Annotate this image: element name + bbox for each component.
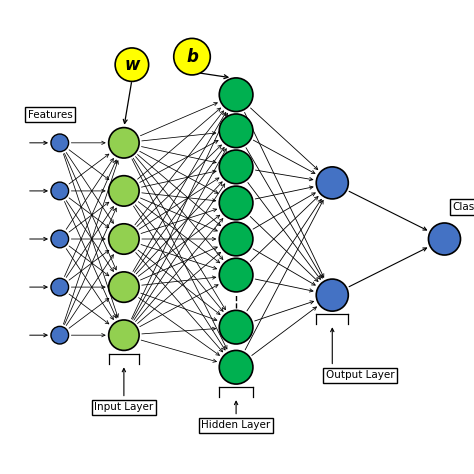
Text: Output Layer: Output Layer	[326, 370, 395, 380]
Text: Features: Features	[27, 110, 73, 120]
Circle shape	[109, 176, 139, 206]
Circle shape	[316, 279, 348, 311]
Circle shape	[51, 278, 69, 296]
Circle shape	[109, 224, 139, 254]
Text: Classifie: Classifie	[453, 202, 474, 212]
Circle shape	[51, 230, 69, 248]
Circle shape	[219, 258, 253, 292]
Circle shape	[109, 272, 139, 302]
Circle shape	[109, 128, 139, 158]
Circle shape	[109, 320, 139, 350]
Circle shape	[219, 310, 253, 344]
Circle shape	[51, 327, 69, 344]
Circle shape	[174, 38, 210, 75]
Circle shape	[51, 134, 69, 152]
Circle shape	[115, 48, 149, 82]
Circle shape	[219, 350, 253, 384]
Circle shape	[219, 222, 253, 256]
Text: w: w	[124, 55, 139, 73]
Circle shape	[219, 114, 253, 147]
Circle shape	[219, 186, 253, 220]
Circle shape	[428, 223, 461, 255]
Text: Input Layer: Input Layer	[94, 402, 154, 412]
Circle shape	[51, 182, 69, 200]
Text: b: b	[186, 48, 198, 66]
Circle shape	[219, 150, 253, 184]
Circle shape	[219, 78, 253, 111]
Circle shape	[316, 167, 348, 199]
Text: Hidden Layer: Hidden Layer	[201, 420, 271, 430]
